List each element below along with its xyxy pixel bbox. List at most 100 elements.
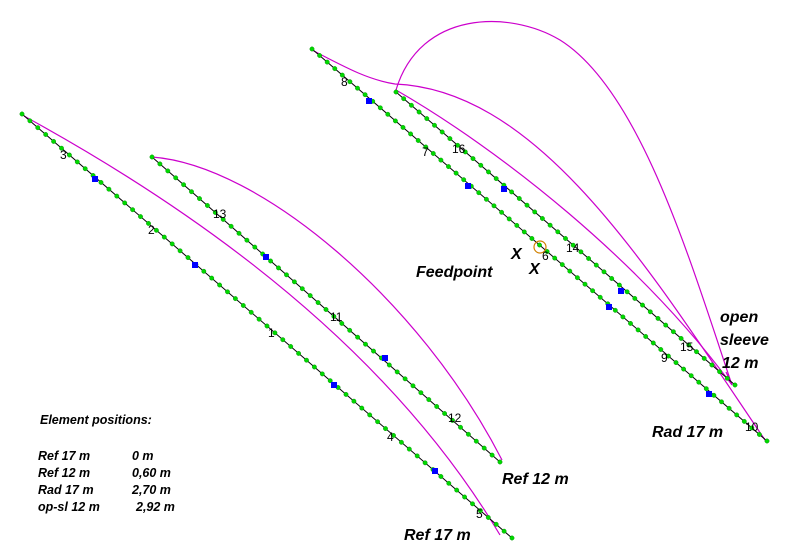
current-dot — [220, 216, 226, 222]
current-dot — [458, 424, 463, 430]
segment-number-13: 13 — [213, 207, 227, 221]
current-dot — [74, 159, 80, 165]
ref12-label: Ref 12 m — [502, 471, 569, 488]
current-dot — [98, 179, 104, 185]
current-dot — [446, 480, 452, 486]
current-dot — [470, 156, 476, 162]
current-dot — [544, 249, 550, 254]
current-dot — [240, 303, 246, 308]
current-dot — [106, 186, 112, 192]
current-dot — [547, 222, 553, 228]
current-dot — [586, 256, 591, 261]
current-dot — [671, 329, 676, 335]
current-dot — [509, 189, 514, 195]
current-dot — [470, 501, 475, 507]
current-dot — [454, 487, 460, 493]
source-square — [501, 186, 507, 192]
current-dot — [359, 405, 365, 411]
current-dot — [563, 236, 568, 241]
current-dot — [499, 209, 504, 215]
current-dot — [197, 196, 202, 202]
current-dot — [640, 302, 645, 308]
source-square — [263, 254, 269, 260]
current-dot — [212, 210, 218, 215]
current-dot — [686, 342, 692, 348]
current-dot — [703, 386, 709, 392]
element-row-name: Ref 12 m — [38, 466, 90, 480]
current-dot — [138, 214, 143, 220]
current-dot — [483, 196, 489, 202]
current-dot — [717, 369, 722, 375]
segment-number-7: 7 — [422, 145, 429, 159]
current-dot — [392, 118, 398, 124]
current-dot — [632, 295, 638, 301]
element-row-value: 2,70 m — [131, 483, 171, 497]
open-sleeve-label-line2: sleeve — [720, 332, 769, 349]
current-dot — [272, 330, 278, 336]
current-dot — [446, 164, 451, 170]
current-dot — [567, 268, 573, 274]
source-markers — [92, 98, 712, 474]
current-dot — [497, 459, 503, 465]
current-dot — [201, 268, 207, 274]
current-dot — [339, 72, 345, 78]
segment-number-9: 9 — [661, 351, 668, 365]
current-dot — [355, 85, 360, 91]
current-dot — [732, 382, 738, 388]
current-dot — [351, 398, 357, 404]
current-dot — [398, 439, 404, 445]
current-dot — [741, 418, 747, 424]
current-dot — [455, 142, 460, 148]
current-dot — [478, 162, 484, 168]
current-dot — [153, 227, 159, 233]
current-dot — [311, 364, 317, 370]
current-dot — [406, 446, 412, 452]
current-dot — [465, 431, 471, 437]
current-dot — [315, 300, 321, 305]
current-dot — [339, 320, 345, 326]
current-dot — [432, 122, 437, 128]
current-dot — [377, 105, 383, 111]
current-dot — [82, 166, 88, 172]
current-dot — [570, 242, 576, 248]
current-dot — [749, 425, 755, 431]
current-dot — [122, 200, 128, 206]
current-dot — [355, 334, 360, 340]
segment-number-2: 2 — [148, 223, 155, 237]
current-dot — [284, 272, 289, 278]
feedpoint-label: Feedpoint — [416, 264, 493, 281]
source-square — [366, 98, 372, 104]
current-dot — [447, 136, 453, 142]
current-dot — [209, 275, 215, 281]
current-dot — [149, 154, 155, 160]
current-dot — [438, 157, 444, 163]
current-dot — [363, 341, 368, 347]
current-dot — [666, 353, 671, 359]
current-dot — [371, 348, 376, 354]
segment-number-16: 16 — [452, 142, 466, 156]
current-dot — [540, 216, 545, 221]
source-square — [92, 176, 98, 182]
segment-number-3: 3 — [60, 148, 67, 162]
current-envelopes — [23, 20, 766, 536]
current-dot — [248, 309, 254, 315]
segment-number-6: 6 — [542, 249, 549, 263]
current-dot — [331, 313, 337, 319]
element-row-name: Rad 17 m — [38, 483, 94, 497]
element-positions-heading: Element positions: — [40, 413, 152, 427]
current-dot — [383, 426, 388, 431]
current-dot — [291, 279, 297, 285]
segment-number-14: 14 — [566, 241, 580, 255]
current-dot — [375, 419, 380, 425]
current-dot — [734, 412, 740, 418]
current-dot — [299, 286, 305, 292]
current-dot — [509, 535, 515, 541]
current-dot — [489, 452, 495, 458]
source-square — [382, 355, 388, 361]
segment-number-4: 4 — [387, 430, 394, 444]
current-dot — [51, 138, 56, 144]
segment-number-15: 15 — [680, 340, 694, 354]
current-dot — [367, 412, 373, 418]
current-dot — [624, 289, 630, 295]
